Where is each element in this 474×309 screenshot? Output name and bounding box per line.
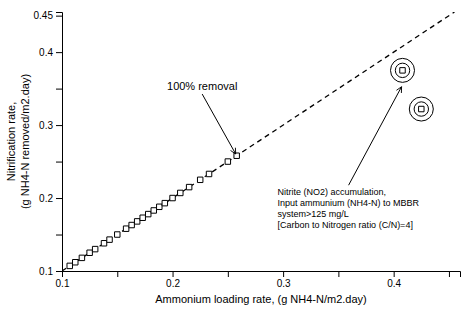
y-axis-title-line: (g NH4-N removed/m2.day) xyxy=(19,74,31,209)
x-tick-label: 0.2 xyxy=(166,278,180,289)
y-tick-label: 0.2 xyxy=(39,193,53,204)
annotation-line: Nitrite (NO2) accumulation, xyxy=(278,187,387,197)
annotation-line: 100% removal xyxy=(167,80,237,92)
scatter-point xyxy=(151,208,156,213)
y-tick-mark xyxy=(56,89,62,90)
y-tick: 0.1 xyxy=(39,266,62,277)
scatter-point xyxy=(129,222,134,227)
scatter-point xyxy=(87,250,92,255)
annotation-line: Input ammunium (NH4-N) to MBBR xyxy=(278,198,420,208)
y-tick-mark xyxy=(56,16,62,17)
scatter-point xyxy=(206,171,211,176)
y-tick-mark xyxy=(56,271,62,272)
x-tick xyxy=(338,271,339,277)
annotation-arrow xyxy=(202,94,236,154)
y-tick: 0.45 xyxy=(34,10,62,21)
scatter-point xyxy=(101,241,106,246)
scatter-point xyxy=(67,263,72,268)
scatter-point xyxy=(162,200,167,205)
y-tick-label: 0.3 xyxy=(39,120,53,131)
y-tick xyxy=(56,162,62,163)
scatter-series xyxy=(67,153,239,269)
x-tick-mark xyxy=(173,271,174,277)
scatter-point xyxy=(115,232,120,237)
y-axis-title-line: Nitrification rate, xyxy=(5,102,17,181)
annotation: Nitrite (NO2) accumulation,Input ammuniu… xyxy=(278,187,420,229)
annotation: 100% removal xyxy=(167,80,237,92)
x-tick: 0.2 xyxy=(166,271,180,289)
scatter-point xyxy=(107,237,112,242)
scatter-point xyxy=(140,215,145,220)
x-axis-title: Ammonium loading rate, (g NH4-N/m2.day) xyxy=(155,293,367,305)
y-tick: 0.4 xyxy=(39,47,62,58)
outlier-ring xyxy=(391,58,415,82)
x-tick xyxy=(117,271,118,277)
x-axis-line xyxy=(63,272,461,278)
y-tick-mark xyxy=(56,52,62,53)
plot-area xyxy=(62,12,454,271)
scatter-point xyxy=(186,184,191,189)
scatter-point xyxy=(170,195,175,200)
y-tick: 0.3 xyxy=(39,120,62,131)
y-tick-label: 0.1 xyxy=(39,266,53,277)
annotation-line: system>125 mg/L xyxy=(278,209,349,219)
scatter-point xyxy=(92,246,97,251)
y-tick xyxy=(56,235,62,236)
scatter-point xyxy=(157,204,162,209)
y-axis: 0.1 0.2 0.3 0.4 0.45 xyxy=(34,10,63,276)
scatter-point xyxy=(234,153,239,158)
x-tick: 0.1 xyxy=(56,271,70,289)
x-tick xyxy=(449,271,450,277)
x-tick: 0.4 xyxy=(387,271,401,289)
scatter-point xyxy=(123,226,128,231)
scatter-point xyxy=(79,255,84,260)
outlier-ring xyxy=(395,63,409,77)
y-tick-label: 0.4 xyxy=(39,47,53,58)
outlier-ring xyxy=(414,102,428,116)
x-tick: 0.3 xyxy=(277,271,291,289)
y-tick-mark xyxy=(56,125,62,126)
y-tick xyxy=(56,89,62,90)
y-tick-mark xyxy=(56,235,62,236)
y-tick-label: 0.45 xyxy=(34,10,54,21)
chart: 0.1 0.2 0.3 0.4 0.1 0.2 0.3 0.4 0.45 Ammonium loa… xyxy=(0,0,474,309)
outlier-point xyxy=(419,106,424,111)
x-tick-label: 0.1 xyxy=(56,278,70,289)
x-tick-mark xyxy=(283,271,284,277)
y-axis-line xyxy=(56,13,63,272)
x-tick-mark xyxy=(117,271,118,277)
x-tick-mark xyxy=(228,271,229,277)
scatter-point xyxy=(73,260,78,265)
x-tick-label: 0.3 xyxy=(277,278,291,289)
scatter-point xyxy=(197,177,202,182)
x-tick-label: 0.4 xyxy=(387,278,401,289)
scatter-point xyxy=(134,219,139,224)
annotation-line: [Carbon to Nitrogen ratio (C/N)=4] xyxy=(278,220,413,230)
x-axis: 0.1 0.2 0.3 0.4 xyxy=(56,271,461,289)
y-tick: 0.2 xyxy=(39,193,62,204)
x-tick-mark xyxy=(394,271,395,277)
y-tick-mark xyxy=(56,162,62,163)
y-tick-mark xyxy=(56,198,62,199)
y-axis-title: Nitrification rate,(g NH4-N removed/m2.d… xyxy=(5,74,30,209)
x-tick xyxy=(228,271,229,277)
x-tick-mark xyxy=(449,271,450,277)
scatter-point xyxy=(145,211,150,216)
x-tick-mark xyxy=(338,271,339,277)
scatter-series xyxy=(391,58,434,121)
annotation-arrow xyxy=(349,87,402,185)
outlier-point xyxy=(400,68,405,73)
reference-line xyxy=(62,12,454,271)
outlier-ring xyxy=(409,97,433,121)
scatter-point xyxy=(178,190,183,195)
scatter-point xyxy=(225,159,230,164)
